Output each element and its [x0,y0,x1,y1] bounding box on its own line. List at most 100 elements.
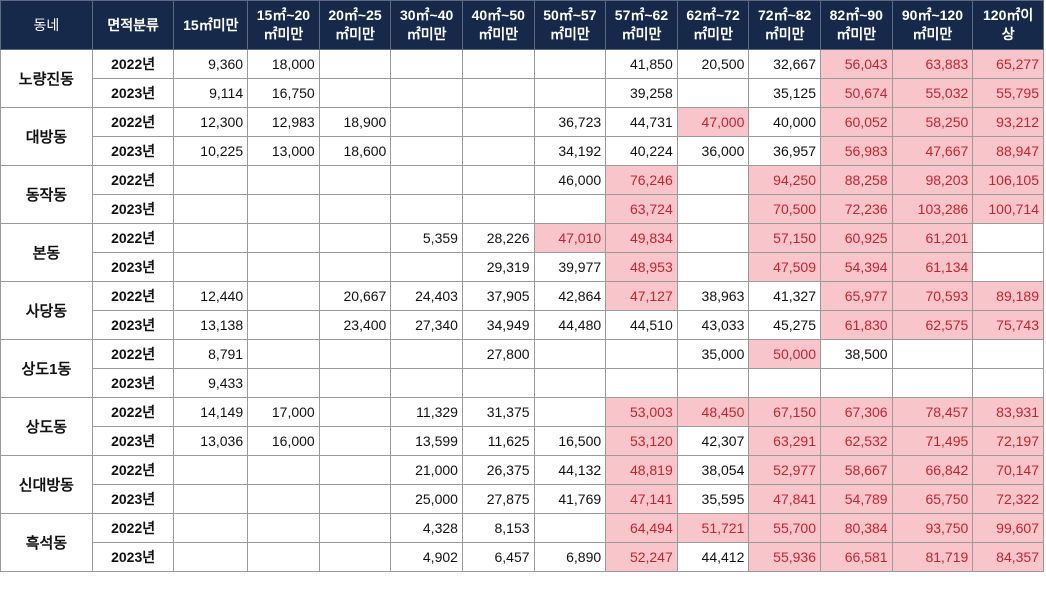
price-cell: 18,600 [319,137,391,166]
price-cell-highlighted: 93,212 [973,108,1044,137]
price-cell [174,485,248,514]
price-cell-highlighted: 72,236 [820,195,892,224]
price-cell: 20,667 [319,282,391,311]
price-cell-highlighted: 70,593 [892,282,973,311]
price-cell: 44,412 [677,543,749,572]
price-cell [174,253,248,282]
price-cell [248,485,320,514]
header-area-range: 30㎡~40 ㎡미만 [391,1,463,50]
price-cell-highlighted: 71,495 [892,427,973,456]
price-cell-highlighted: 55,032 [892,79,973,108]
price-cell: 38,500 [820,340,892,369]
price-cell [391,195,463,224]
year-cell: 2023년 [92,195,174,224]
price-cell-highlighted: 64,494 [606,514,678,543]
price-cell-highlighted: 61,134 [892,253,973,282]
price-cell [391,340,463,369]
price-cell: 41,327 [749,282,821,311]
price-cell-highlighted: 47,127 [606,282,678,311]
price-cell-highlighted: 52,247 [606,543,678,572]
header-area-range: 120㎡이 상 [973,1,1044,50]
price-cell-highlighted: 62,575 [892,311,973,340]
price-cell-highlighted: 98,203 [892,166,973,195]
price-cell [319,456,391,485]
price-cell: 16,750 [248,79,320,108]
price-cell [319,340,391,369]
price-cell [174,514,248,543]
price-cell [319,543,391,572]
price-cell: 35,000 [677,340,749,369]
price-cell [677,166,749,195]
price-cell-highlighted: 72,322 [973,485,1044,514]
header-row: 동네 면적분류 15㎡미만 15㎡~20 ㎡미만 20㎡~25 ㎡미만 30㎡~40 ㎡미만 40… [1,1,1044,50]
price-cell: 9,114 [174,79,248,108]
table-row: 2023년 10,225 13,000 18,600 34,192 40,224 36,00… [1,137,1044,166]
table-row: 2023년 63,724 70,500 72,236 103,286 100,714 [1,195,1044,224]
price-cell-highlighted: 65,277 [973,50,1044,79]
price-cell-highlighted: 51,721 [677,514,749,543]
header-area-range: 72㎡~82 ㎡미만 [749,1,821,50]
header-area-range: 15㎡미만 [174,1,248,50]
price-cell [319,195,391,224]
price-cell [248,166,320,195]
price-cell-highlighted: 56,983 [820,137,892,166]
table-row: 2023년 13,036 16,000 13,599 11,625 16,500 53,12… [1,427,1044,456]
price-cell [534,340,606,369]
price-cell-highlighted: 48,953 [606,253,678,282]
price-cell: 35,125 [749,79,821,108]
header-dong: 동네 [1,1,93,50]
price-cell-highlighted: 49,834 [606,224,678,253]
price-cell: 18,000 [248,50,320,79]
price-cell [391,108,463,137]
price-cell-highlighted: 72,197 [973,427,1044,456]
price-cell [319,427,391,456]
price-cell [319,50,391,79]
dong-name-cell: 대방동 [1,108,93,166]
price-cell: 44,132 [534,456,606,485]
price-cell [248,253,320,282]
price-cell [534,50,606,79]
price-cell [462,137,534,166]
price-cell-highlighted: 62,532 [820,427,892,456]
price-cell-highlighted: 47,141 [606,485,678,514]
price-cell-highlighted: 47,010 [534,224,606,253]
price-cell: 9,433 [174,369,248,398]
price-cell [892,369,973,398]
price-cell: 16,000 [248,427,320,456]
table-row: 상도동 2022년 14,149 17,000 11,329 31,375 53,003 48… [1,398,1044,427]
price-cell: 20,500 [677,50,749,79]
year-cell: 2022년 [92,166,174,195]
table-row: 2023년 25,000 27,875 41,769 47,141 35,595 47,84… [1,485,1044,514]
price-cell [534,398,606,427]
price-cell-highlighted: 66,581 [820,543,892,572]
price-cell: 9,360 [174,50,248,79]
price-cell-highlighted: 67,306 [820,398,892,427]
price-cell-highlighted: 66,842 [892,456,973,485]
price-cell [391,166,463,195]
price-cell [319,253,391,282]
table-row: 2023년 4,902 6,457 6,890 52,247 44,412 55,936 66… [1,543,1044,572]
table-row: 동작동 2022년 46,000 76,246 94,250 88,258 98,203 10… [1,166,1044,195]
price-cell-highlighted: 75,743 [973,311,1044,340]
price-cell: 40,000 [749,108,821,137]
price-cell [319,398,391,427]
price-cell [319,166,391,195]
price-cell [606,369,678,398]
price-cell [677,79,749,108]
price-cell [462,50,534,79]
price-cell: 12,440 [174,282,248,311]
price-cell [319,79,391,108]
price-cell [606,340,678,369]
price-cell: 41,769 [534,485,606,514]
price-cell-highlighted: 67,150 [749,398,821,427]
price-cell [534,79,606,108]
year-cell: 2022년 [92,340,174,369]
price-cell [820,369,892,398]
price-cell [391,50,463,79]
price-cell-highlighted: 55,795 [973,79,1044,108]
price-cell-highlighted: 55,936 [749,543,821,572]
price-cell-highlighted: 56,043 [820,50,892,79]
price-cell: 11,329 [391,398,463,427]
price-cell: 36,957 [749,137,821,166]
price-cell: 28,226 [462,224,534,253]
